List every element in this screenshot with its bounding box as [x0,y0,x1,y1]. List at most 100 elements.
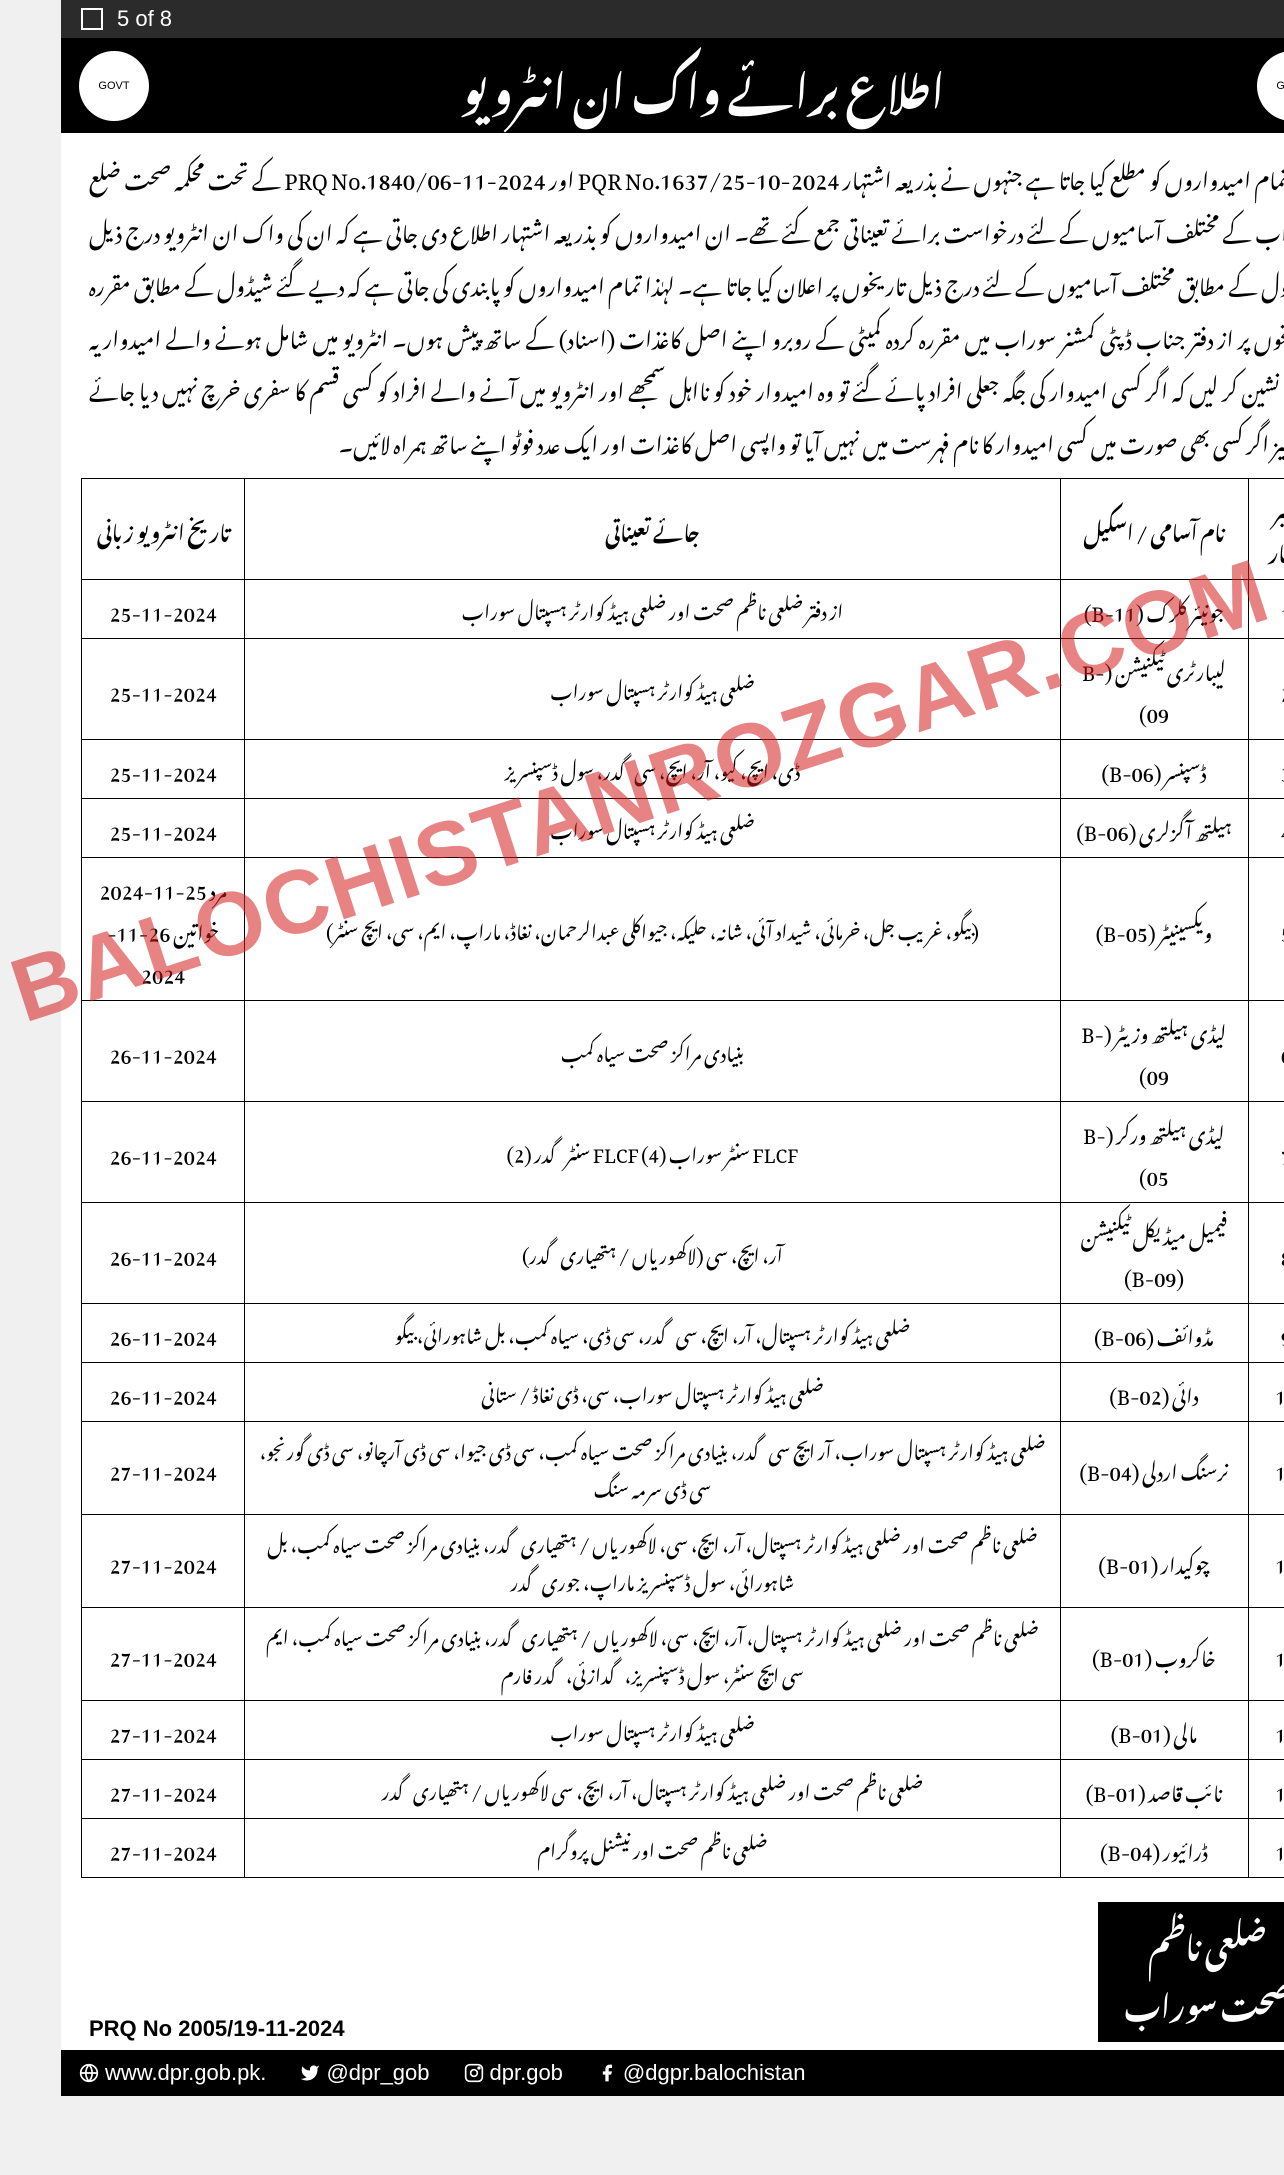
table-row: 3ڈسپنسر (B-06)ڈی، ایچ، کیو، آر، ایچ، سی … [21,739,1264,798]
cell-sno: 12 [1187,1514,1264,1607]
cell-date: 27-11-2024 [21,1514,184,1607]
document-title: اطلاع برائے واک ان انٹرویو [88,46,1196,125]
schedule-table: نمبر شمار نام آسامی / اسکیل جائے تعیناتی… [20,478,1264,1878]
cell-post: خاکروب (B-01) [999,1607,1187,1700]
cell-sno: 15 [1187,1759,1264,1818]
cell-sno: 10 [1187,1362,1264,1421]
cell-loc: از دفتر ضلعی ناظم صحت اور ضلعی ہیڈ کوارٹ… [184,579,999,638]
cell-sno: 8 [1187,1202,1264,1303]
cell-sno: 13 [1187,1607,1264,1700]
table-row: 15نائب قاصد (B-01)ضلعی ناظم صحت اور ضلعی… [21,1759,1264,1818]
cell-post: ڈرائیور (B-04) [999,1818,1187,1877]
cell-date: 27-11-2024 [21,1421,184,1514]
cell-date: 25-11-2024 [21,739,184,798]
cell-loc: بنیادی مراکز صحت سیاہ کمب [184,1000,999,1101]
col-post: نام آسامی / اسکیل [999,478,1187,579]
page-icon [20,8,42,30]
cell-loc: ضلعی ہیڈ کوارٹر ہسپتال سوراب [184,638,999,739]
cell-date: 26-11-2024 [21,1000,184,1101]
signature-line2: صحت سوراب [1063,1972,1230,2032]
cell-sno: 7 [1187,1101,1264,1202]
footer-twitter: @dpr_gob [239,2060,368,2086]
table-row: 14مالی (B-01)ضلعی ہیڈ کوارٹر ہسپتال سورا… [21,1700,1264,1759]
table-row: 5ویکسینیٹر (B-05)(بیگو، غریب جل، خرمائی،… [21,857,1264,1000]
cell-sno: 2 [1187,638,1264,739]
cell-loc: ضلعی ناظم صحت اور ضلعی ہیڈ کوارٹر ہسپتال… [184,1759,999,1818]
table-row: 13خاکروب (B-01)ضلعی ناظم صحت اور ضلعی ہی… [21,1607,1264,1700]
table-row: 9مڈوائف (B-06)ضلعی ہیڈ کوارٹر ہسپتال، آر… [21,1303,1264,1362]
page-counter: 5 of 8 [56,6,111,32]
footer-facebook: @dgpr.balochistan [536,2060,745,2086]
table-row: 10دائی (B-02)ضلعی ہیڈ کوارٹر ہسپتال سورا… [21,1362,1264,1421]
cell-loc: ڈی، ایچ، کیو، آر، ایچ، سی گدر، سول ڈسپنس… [184,739,999,798]
footer-bar: www.dpr.gob.pk. @dpr_gob dpr.gob @dgpr.b… [0,2050,1284,2096]
prq-number: PRQ No 2005/19-11-2024 [28,2016,284,2042]
intro-paragraph: ان تمام امیدواروں کو مطلع کیا جاتا ہے جن… [0,133,1284,478]
cell-post: فیمیل میڈیکل ٹیکنیشن (B-09) [999,1202,1187,1303]
cell-date: 26-11-2024 [21,1202,184,1303]
cell-post: مڈوائف (B-06) [999,1303,1187,1362]
cell-loc: (بیگو، غریب جل، خرمائی، شیداد آئی، شانہ،… [184,857,999,1000]
cell-date: 27-11-2024 [21,1700,184,1759]
page: 5 of 8 GOVT اطلاع برائے واک ان انٹرویو G… [0,0,1284,2096]
cell-post: ویکسینیٹر (B-05) [999,857,1187,1000]
cell-date: 27-11-2024 [21,1818,184,1877]
document-header: GOVT اطلاع برائے واک ان انٹرویو GOVT [0,38,1284,133]
cell-loc: FLCF سنٹر سوراب (4) FLCF سنٹر گدر (2) [184,1101,999,1202]
cell-sno: 4 [1187,798,1264,857]
cell-loc: ضلعی ہیڈ کوارٹر ہسپتال سوراب [184,798,999,857]
cell-post: لیڈی ہیلتھ وزیٹر (B-09) [999,1000,1187,1101]
cell-post: چوکیدار (B-01) [999,1514,1187,1607]
table-row: 7لیڈی ہیلتھ ورکر (B-05)FLCF سنٹر سوراب (… [21,1101,1264,1202]
cell-date: 25-11-2024 [21,798,184,857]
table-row: 8فیمیل میڈیکل ٹیکنیشن (B-09)آر، ایچ، سی … [21,1202,1264,1303]
table-header-row: نمبر شمار نام آسامی / اسکیل جائے تعیناتی… [21,478,1264,579]
signature-line1: ضلعی ناظم [1063,1912,1230,1972]
cell-sno: 5 [1187,857,1264,1000]
cell-sno: 3 [1187,739,1264,798]
table-row: 12چوکیدار (B-01)ضلعی ناظم صحت اور ضلعی ہ… [21,1514,1264,1607]
cell-sno: 9 [1187,1303,1264,1362]
cell-post: مالی (B-01) [999,1700,1187,1759]
cell-date: 27-11-2024 [21,1607,184,1700]
cell-loc: ضلعی ناظم صحت اور نیشنل پروگرام [184,1818,999,1877]
cell-loc: ضلعی ہیڈ کوارٹر ہسپتال، آر، ایچ، سی گدر،… [184,1303,999,1362]
logo-right: GOVT [1196,51,1266,121]
cell-post: دائی (B-02) [999,1362,1187,1421]
cell-loc: ضلعی ناظم صحت اور ضلعی ہیڈ کوارٹر ہسپتال… [184,1607,999,1700]
cell-date: 25-11-2024 [21,579,184,638]
cell-post: ہیلتھ آگزلری (B-06) [999,798,1187,857]
logo-left: GOVT [18,51,88,121]
cell-date: 26-11-2024 [21,1303,184,1362]
table-row: 1جونیئر کلرک (B-11)از دفتر ضلعی ناظم صحت… [21,579,1264,638]
footer-instagram: dpr.gob [403,2060,502,2086]
cell-sno: 16 [1187,1818,1264,1877]
cell-date: 26-11-2024 [21,1101,184,1202]
cell-post: لیبارٹری ٹیکنیشن (B-09) [999,638,1187,739]
cell-date: مرد 25-11-2024 خواتین 26-11-2024 [21,857,184,1000]
table-row: 11نرسنگ اردلی (B-04)ضلعی ہیڈ کوارٹر ہسپت… [21,1421,1264,1514]
cell-post: ڈسپنسر (B-06) [999,739,1187,798]
col-sno: نمبر شمار [1187,478,1264,579]
cell-date: 27-11-2024 [21,1759,184,1818]
cell-loc: آر، ایچ، سی (لاکھوریاں / ہتھیاری گدر) [184,1202,999,1303]
col-date: تاریخ انٹرویو زبانی [21,478,184,579]
cell-sno: 14 [1187,1700,1264,1759]
cell-sno: 6 [1187,1000,1264,1101]
cell-loc: ضلعی ناظم صحت اور ضلعی ہیڈ کوارٹر ہسپتال… [184,1514,999,1607]
cell-loc: ضلعی ہیڈ کوارٹر ہسپتال سوراب، سی، ڈی نغا… [184,1362,999,1421]
table-row: 16ڈرائیور (B-04)ضلعی ناظم صحت اور نیشنل … [21,1818,1264,1877]
signature-block: ضلعی ناظم صحت سوراب PRQ No 2005/19-11-20… [0,1888,1284,2050]
signature-box: ضلعی ناظم صحت سوراب [1037,1902,1256,2042]
cell-loc: ضلعی ہیڈ کوارٹر ہسپتال سوراب، آر ایچ سی … [184,1421,999,1514]
cell-sno: 11 [1187,1421,1264,1514]
cell-date: 25-11-2024 [21,638,184,739]
table-row: 2لیبارٹری ٹیکنیشن (B-09)ضلعی ہیڈ کوارٹر … [21,638,1264,739]
cell-post: نرسنگ اردلی (B-04) [999,1421,1187,1514]
cell-date: 26-11-2024 [21,1362,184,1421]
cell-sno: 1 [1187,579,1264,638]
cell-post: جونیئر کلرک (B-11) [999,579,1187,638]
col-loc: جائے تعیناتی [184,478,999,579]
cell-loc: ضلعی ہیڈ کوارٹر ہسپتال سوراب [184,1700,999,1759]
table-row: 6لیڈی ہیلتھ وزیٹر (B-09)بنیادی مراکز صحت… [21,1000,1264,1101]
